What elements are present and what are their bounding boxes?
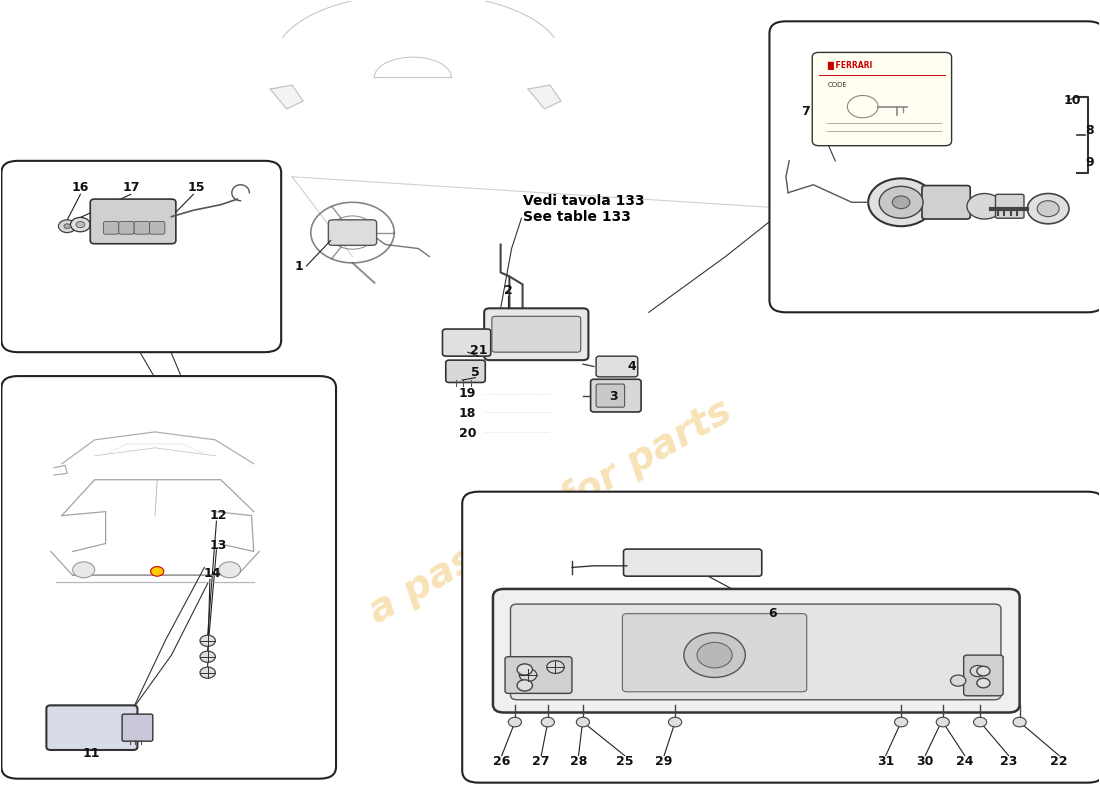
Text: 28: 28	[570, 754, 587, 768]
Text: 13: 13	[210, 538, 228, 551]
Text: 8: 8	[1086, 124, 1094, 137]
Text: 16: 16	[72, 182, 89, 194]
Circle shape	[684, 633, 746, 678]
Circle shape	[970, 666, 986, 677]
FancyBboxPatch shape	[1, 161, 282, 352]
Text: 2: 2	[504, 284, 513, 298]
Circle shape	[517, 680, 532, 691]
Circle shape	[1013, 718, 1026, 727]
Circle shape	[200, 667, 216, 678]
Circle shape	[894, 718, 908, 727]
FancyBboxPatch shape	[996, 194, 1024, 218]
Text: Vedi tavola 133
See table 133: Vedi tavola 133 See table 133	[522, 194, 645, 224]
Text: 14: 14	[204, 567, 221, 580]
Text: 22: 22	[1050, 754, 1068, 768]
Circle shape	[547, 661, 564, 674]
Circle shape	[519, 669, 537, 682]
Text: █ FERRARI: █ FERRARI	[827, 62, 873, 70]
Text: 11: 11	[82, 746, 100, 760]
Circle shape	[879, 186, 923, 218]
FancyBboxPatch shape	[769, 22, 1100, 312]
FancyBboxPatch shape	[122, 714, 153, 742]
Circle shape	[64, 224, 70, 229]
Circle shape	[1037, 201, 1059, 217]
Text: 27: 27	[532, 754, 550, 768]
Text: a passion for parts: a passion for parts	[362, 392, 738, 631]
Circle shape	[219, 562, 241, 578]
Text: 24: 24	[956, 754, 974, 768]
Text: 12: 12	[210, 509, 228, 522]
Circle shape	[508, 718, 521, 727]
Text: 9: 9	[1086, 156, 1094, 169]
Circle shape	[936, 718, 949, 727]
Circle shape	[576, 718, 590, 727]
FancyBboxPatch shape	[46, 706, 138, 750]
FancyBboxPatch shape	[493, 589, 1020, 713]
Circle shape	[697, 642, 733, 668]
Circle shape	[977, 666, 990, 676]
FancyBboxPatch shape	[596, 356, 638, 377]
Circle shape	[200, 635, 216, 646]
FancyBboxPatch shape	[922, 186, 970, 219]
Text: 6: 6	[769, 607, 777, 620]
FancyBboxPatch shape	[484, 308, 588, 360]
FancyBboxPatch shape	[812, 53, 952, 146]
Text: 10: 10	[1064, 94, 1081, 106]
Circle shape	[1027, 194, 1069, 224]
FancyBboxPatch shape	[964, 655, 1003, 696]
Polygon shape	[528, 85, 561, 109]
Circle shape	[517, 664, 532, 675]
Circle shape	[70, 218, 90, 232]
FancyBboxPatch shape	[134, 222, 150, 234]
FancyBboxPatch shape	[103, 222, 119, 234]
Circle shape	[151, 566, 164, 576]
FancyBboxPatch shape	[596, 384, 625, 407]
Text: 17: 17	[122, 182, 140, 194]
FancyBboxPatch shape	[1, 376, 336, 778]
Circle shape	[669, 718, 682, 727]
Circle shape	[892, 196, 910, 209]
FancyBboxPatch shape	[446, 360, 485, 382]
FancyBboxPatch shape	[492, 316, 581, 352]
FancyBboxPatch shape	[462, 492, 1100, 782]
Circle shape	[76, 222, 85, 228]
Text: 3: 3	[609, 390, 618, 402]
Text: 7: 7	[801, 105, 810, 118]
Circle shape	[58, 220, 76, 233]
FancyBboxPatch shape	[505, 657, 572, 694]
FancyBboxPatch shape	[90, 199, 176, 244]
Circle shape	[967, 194, 1002, 219]
Text: 30: 30	[916, 754, 934, 768]
FancyBboxPatch shape	[150, 222, 165, 234]
Polygon shape	[271, 85, 304, 109]
FancyBboxPatch shape	[623, 614, 806, 692]
Text: 15: 15	[188, 182, 206, 194]
Text: 19: 19	[459, 387, 476, 400]
FancyBboxPatch shape	[591, 379, 641, 412]
Circle shape	[541, 718, 554, 727]
FancyBboxPatch shape	[624, 549, 762, 576]
Text: 26: 26	[493, 754, 510, 768]
FancyBboxPatch shape	[329, 220, 376, 246]
Text: 1: 1	[295, 259, 304, 273]
Text: 31: 31	[877, 754, 894, 768]
Text: 29: 29	[656, 754, 673, 768]
Circle shape	[977, 678, 990, 688]
Text: 18: 18	[459, 407, 476, 420]
Text: 21: 21	[470, 344, 487, 357]
Text: 25: 25	[616, 754, 634, 768]
Text: 5: 5	[471, 366, 480, 378]
Circle shape	[200, 651, 216, 662]
Text: CODE: CODE	[827, 82, 847, 88]
Circle shape	[950, 675, 966, 686]
FancyBboxPatch shape	[510, 604, 1001, 700]
Circle shape	[868, 178, 934, 226]
FancyBboxPatch shape	[442, 329, 491, 356]
Circle shape	[974, 718, 987, 727]
Circle shape	[73, 562, 95, 578]
FancyBboxPatch shape	[119, 222, 134, 234]
Text: 4: 4	[628, 360, 637, 373]
Text: 23: 23	[1000, 754, 1018, 768]
Text: 20: 20	[459, 427, 476, 440]
